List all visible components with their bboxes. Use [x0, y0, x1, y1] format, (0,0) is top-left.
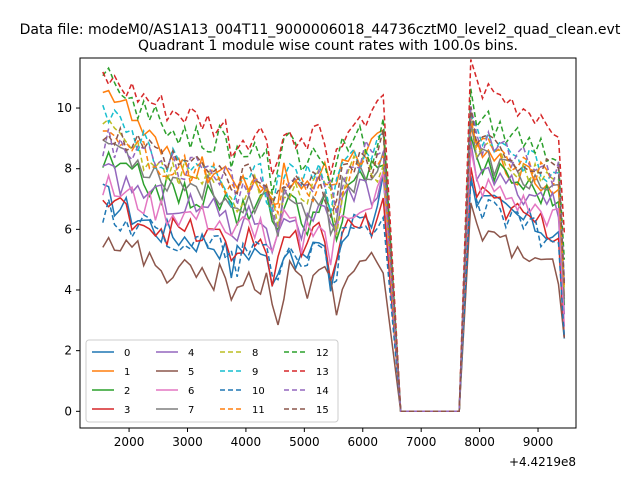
series-line-15 — [102, 106, 566, 413]
legend-label: 9 — [252, 367, 258, 378]
legend-label: 10 — [252, 386, 265, 397]
legend-label: 12 — [316, 348, 329, 359]
plot-axes-frame — [79, 57, 577, 429]
series-line-13 — [102, 59, 566, 413]
legend-label: 14 — [316, 386, 329, 397]
legend-label: 6 — [188, 386, 194, 397]
figure-suptitle: Data file: modeM0/AS1A13_004T11_90000060… — [20, 22, 621, 38]
y-tick-label: 0 — [64, 404, 72, 418]
x-tick-label: 5000 — [289, 435, 320, 449]
y-tick-label: 10 — [57, 101, 72, 115]
series-line-10 — [102, 180, 566, 413]
legend-box — [85, 339, 339, 423]
x-offset-label: +4.4219e8 — [509, 455, 576, 469]
x-tick-label: 8000 — [464, 435, 495, 449]
series-line-6 — [102, 149, 566, 413]
legend-label: 7 — [188, 405, 194, 416]
legend-label: 0 — [124, 348, 130, 359]
y-tick-label: 2 — [64, 344, 72, 358]
x-tick-label: 3000 — [172, 435, 203, 449]
x-axis: 2000 3000 4000 5000 6000 7000 8000 9000 — [114, 428, 553, 449]
x-tick-label: 4000 — [231, 435, 262, 449]
series-line-3 — [102, 167, 566, 413]
legend-label: 4 — [188, 348, 194, 359]
legend-label: 13 — [316, 367, 329, 378]
plot-lines — [102, 59, 566, 413]
x-tick-label: 9000 — [523, 435, 554, 449]
x-tick-label: 2000 — [114, 435, 145, 449]
series-line-14 — [102, 105, 566, 413]
legend-label: 5 — [188, 367, 194, 378]
y-tick-label: 8 — [64, 162, 72, 176]
legend-label: 3 — [124, 405, 130, 416]
legend-label: 11 — [252, 405, 265, 416]
y-axis: 0 2 4 6 8 10 — [57, 101, 80, 418]
series-line-12 — [102, 66, 566, 413]
legend-label: 1 — [124, 367, 130, 378]
x-tick-label: 7000 — [406, 435, 437, 449]
legend-label: 8 — [252, 348, 258, 359]
y-tick-label: 6 — [64, 222, 72, 236]
y-tick-label: 4 — [64, 283, 72, 297]
x-tick-label: 6000 — [347, 435, 378, 449]
chart-title: Quadrant 1 module wise count rates with … — [138, 38, 518, 54]
series-line-5 — [102, 202, 566, 413]
legend-label: 2 — [124, 386, 130, 397]
legend-label: 15 — [316, 405, 329, 416]
series-line-4 — [102, 140, 566, 413]
